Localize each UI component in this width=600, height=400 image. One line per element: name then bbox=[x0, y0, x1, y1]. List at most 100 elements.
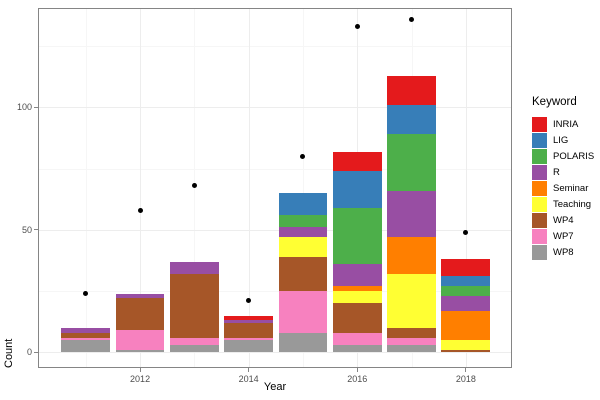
data-point-2014 bbox=[246, 298, 252, 304]
bar-segment-WP7-2017 bbox=[387, 337, 436, 345]
bar-segment-R-2016 bbox=[332, 264, 382, 287]
bar-segment-WP7-2015 bbox=[278, 291, 328, 333]
bar-segment-R-2012 bbox=[115, 293, 165, 299]
bar-segment-WP4-2014 bbox=[224, 322, 274, 338]
bar-segment-WP4-2016 bbox=[332, 303, 382, 333]
data-point-2016 bbox=[354, 24, 360, 30]
bar-segment-WP8-2014 bbox=[224, 340, 274, 353]
bar-segment-WP7-2013 bbox=[169, 337, 219, 345]
data-point-2018 bbox=[463, 229, 469, 235]
y-tick-mark bbox=[34, 351, 38, 353]
bar-segment-R-2017 bbox=[387, 190, 436, 238]
bar-segment-LIG-2015 bbox=[278, 193, 328, 216]
legend-label: LIG bbox=[553, 134, 569, 146]
x-axis-title: Year bbox=[263, 381, 287, 393]
bar-segment-Seminar-2016 bbox=[332, 286, 382, 292]
x-tick-label: 2018 bbox=[455, 374, 476, 384]
bar-segment-WP8-2012 bbox=[115, 349, 165, 353]
y-tick-label: 0 bbox=[26, 347, 32, 358]
bar-segment-R-2011 bbox=[61, 327, 111, 333]
bar-segment-WP8-2016 bbox=[332, 344, 382, 353]
bar-segment-R-2014 bbox=[224, 320, 274, 323]
gridline-minor-h bbox=[38, 168, 512, 170]
bar-segment-WP4-2017 bbox=[387, 327, 436, 338]
legend-swatch-R bbox=[532, 164, 547, 180]
y-tick-mark bbox=[34, 106, 38, 108]
legend-item-WP7: WP7 bbox=[532, 228, 594, 244]
bar-segment-WP8-2011 bbox=[61, 340, 111, 353]
bar-segment-R-2018 bbox=[441, 296, 491, 311]
y-tick-label: 50 bbox=[21, 224, 32, 235]
x-tick-mark bbox=[465, 368, 467, 372]
bar-segment-Seminar-2018 bbox=[441, 310, 491, 341]
bar-segment-POLARIS-2017 bbox=[387, 134, 436, 191]
legend-swatch-LIG bbox=[532, 132, 547, 148]
bar-segment-Teaching-2015 bbox=[278, 237, 328, 257]
legend-swatch-Teaching bbox=[532, 196, 547, 212]
legend-item-POLARIS: POLARIS bbox=[532, 148, 594, 164]
data-point-2012 bbox=[137, 207, 143, 213]
legend-item-WP8: WP8 bbox=[532, 244, 594, 260]
x-tick-mark bbox=[356, 368, 358, 372]
bar-segment-R-2013 bbox=[169, 261, 219, 274]
x-tick-label: 2014 bbox=[238, 374, 259, 384]
legend-item-WP4: WP4 bbox=[532, 212, 594, 228]
bar-segment-WP8-2017 bbox=[387, 344, 436, 353]
gridline-major-h bbox=[38, 229, 512, 231]
legend-item-Seminar: Seminar bbox=[532, 180, 594, 196]
bar-segment-Teaching-2016 bbox=[332, 291, 382, 304]
y-tick-mark bbox=[34, 229, 38, 231]
bar-segment-WP4-2015 bbox=[278, 256, 328, 292]
x-tick-label: 2016 bbox=[347, 374, 368, 384]
bar-segment-INRIA-2017 bbox=[387, 75, 436, 105]
bar-segment-INRIA-2018 bbox=[441, 259, 491, 277]
bar-segment-POLARIS-2018 bbox=[441, 286, 491, 296]
bar-segment-WP7-2014 bbox=[224, 337, 274, 341]
x-tick-mark bbox=[139, 368, 141, 372]
bar-segment-Seminar-2017 bbox=[387, 237, 436, 274]
data-point-2015 bbox=[300, 153, 306, 159]
data-point-2011 bbox=[83, 291, 89, 297]
gridline-minor-h bbox=[38, 291, 512, 293]
bar-segment-Teaching-2017 bbox=[387, 273, 436, 328]
bar-segment-WP4-2018 bbox=[441, 349, 491, 353]
data-point-2017 bbox=[409, 16, 415, 22]
x-tick-label: 2012 bbox=[130, 374, 151, 384]
legend-swatch-WP4 bbox=[532, 212, 547, 228]
y-tick-label: 100 bbox=[16, 102, 32, 113]
data-point-2013 bbox=[191, 183, 197, 189]
gridline-minor-v bbox=[85, 8, 87, 368]
plot-panel bbox=[38, 8, 512, 368]
legend-swatch-WP8 bbox=[532, 244, 547, 260]
gridline-major-v bbox=[465, 8, 467, 368]
gridline-minor-v bbox=[302, 8, 304, 368]
gridline-minor-h bbox=[38, 46, 512, 48]
legend-label: WP4 bbox=[553, 214, 574, 226]
legend-swatch-INRIA bbox=[532, 116, 547, 132]
legend: Keyword INRIA LIG POLARIS R Seminar Teaching W… bbox=[532, 96, 594, 260]
bar-segment-WP8-2015 bbox=[278, 332, 328, 353]
legend-label: Seminar bbox=[553, 182, 589, 194]
bar-segment-WP4-2013 bbox=[169, 273, 219, 338]
bar-segment-R-2015 bbox=[278, 227, 328, 238]
legend-item-INRIA: INRIA bbox=[532, 116, 594, 132]
bar-segment-WP8-2013 bbox=[169, 344, 219, 353]
gridline-minor-v bbox=[194, 8, 196, 368]
gridline-major-h bbox=[38, 352, 512, 354]
legend-item-Teaching: Teaching bbox=[532, 196, 594, 212]
bar-segment-LIG-2016 bbox=[332, 171, 382, 208]
legend-label: POLARIS bbox=[553, 150, 595, 162]
legend-swatch-WP7 bbox=[532, 228, 547, 244]
legend-swatch-POLARIS bbox=[532, 148, 547, 164]
bar-segment-WP4-2011 bbox=[61, 332, 111, 338]
bar-segment-POLARIS-2016 bbox=[332, 207, 382, 265]
legend-title: Keyword bbox=[532, 96, 577, 108]
legend-item-R: R bbox=[532, 164, 594, 180]
bar-segment-LIG-2018 bbox=[441, 276, 491, 287]
legend-label: R bbox=[553, 166, 560, 178]
legend-items: INRIA LIG POLARIS R Seminar Teaching WP4 WP7 WP8 bbox=[532, 116, 594, 260]
x-tick-mark bbox=[248, 368, 250, 372]
gridline-major-v bbox=[248, 8, 250, 368]
bar-segment-WP4-2012 bbox=[115, 298, 165, 331]
